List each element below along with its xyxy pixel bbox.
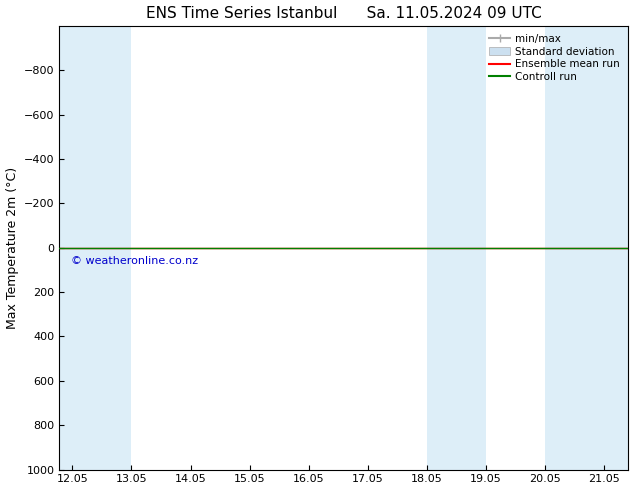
Bar — [60, 26, 131, 469]
Legend: min/max, Standard deviation, Ensemble mean run, Controll run: min/max, Standard deviation, Ensemble me… — [486, 31, 623, 85]
Text: © weatheronline.co.nz: © weatheronline.co.nz — [71, 256, 198, 266]
Title: ENS Time Series Istanbul      Sa. 11.05.2024 09 UTC: ENS Time Series Istanbul Sa. 11.05.2024 … — [146, 5, 542, 21]
Y-axis label: Max Temperature 2m (°C): Max Temperature 2m (°C) — [6, 167, 18, 329]
Bar — [427, 26, 486, 469]
Bar — [545, 26, 628, 469]
